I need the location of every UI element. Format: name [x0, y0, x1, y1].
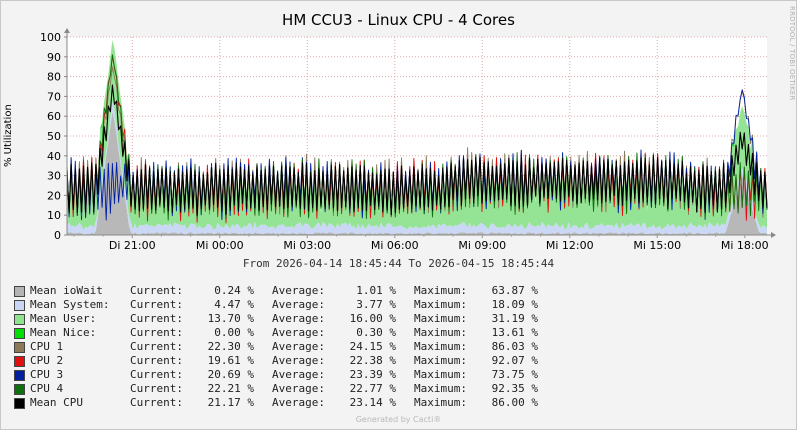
legend-current-label: Current:: [130, 396, 183, 409]
legend-average-value: 23.39 %: [349, 368, 396, 381]
x-tick-label: Mi 18:00: [721, 239, 769, 252]
legend-series-name: CPU 1: [30, 340, 64, 353]
legend-average-label: Average:: [272, 298, 325, 311]
legend-average-value: 22.38 %: [349, 354, 396, 367]
legend-current-label: Current:: [130, 354, 183, 367]
legend-maximum-label: Maximum:: [414, 354, 467, 367]
legend-swatch: [14, 342, 25, 353]
legend-maximum-label: Maximum:: [414, 312, 467, 325]
x-tick-label: Mi 12:00: [546, 239, 594, 252]
legend-average-label: Average:: [272, 382, 325, 395]
legend-current-value: 22.21 %: [207, 382, 254, 395]
legend-maximum-label: Maximum:: [414, 396, 467, 409]
legend-current-value: 19.61 %: [207, 354, 254, 367]
legend-current-value: 20.69 %: [207, 368, 254, 381]
legend-average-value: 16.00 %: [349, 312, 396, 325]
legend-current-label: Current:: [130, 326, 183, 339]
y-tick-label: 80: [47, 71, 61, 84]
legend-average-value: 1.01 %: [356, 284, 396, 297]
legend-maximum-label: Maximum:: [414, 340, 467, 353]
legend-maximum-value: 86.03 %: [491, 340, 538, 353]
legend-swatch: [14, 300, 25, 311]
legend-series-name: Mean Nice:: [30, 326, 97, 339]
legend-current-label: Current:: [130, 340, 183, 353]
legend-swatch: [14, 384, 25, 395]
legend-swatch: [14, 314, 25, 325]
legend-maximum-value: 13.61 %: [491, 326, 538, 339]
legend-average-label: Average:: [272, 396, 325, 409]
legend-average-label: Average:: [272, 340, 325, 353]
legend-series-name: Mean CPU: [30, 396, 83, 409]
legend-series-name: CPU 4: [30, 382, 64, 395]
chart-title: HM CCU3 - Linux CPU - 4 Cores: [282, 11, 515, 29]
legend-maximum-label: Maximum:: [414, 298, 467, 311]
legend-average-label: Average:: [272, 368, 325, 381]
legend-maximum-value: 18.09 %: [491, 298, 538, 311]
generated-by-footer: Generated by Cacti®: [355, 415, 442, 424]
legend-maximum-label: Maximum:: [414, 284, 467, 297]
y-tick-label: 20: [47, 189, 61, 202]
legend-maximum-label: Maximum:: [414, 368, 467, 381]
rrdtool-credit: RRDTOOL / TOBI OETIKER: [788, 6, 796, 101]
legend-maximum-value: 73.75 %: [491, 368, 538, 381]
line-mean-cpu: [66, 84, 768, 217]
legend-average-label: Average:: [272, 312, 325, 325]
legend-maximum-value: 92.07 %: [491, 354, 538, 367]
x-tick-label: Mi 06:00: [371, 239, 419, 252]
legend-maximum-label: Maximum:: [414, 326, 467, 339]
legend-series-name: Mean User:: [30, 312, 97, 325]
legend-maximum-label: Maximum:: [414, 382, 467, 395]
cpu-chart: 0 10 20 30 40 50 60 70 80 90 100 Di 21:00 Mi 00:00 Mi…: [40, 28, 776, 252]
legend-current-value: 21.17 %: [207, 396, 254, 409]
legend-swatch: [14, 370, 25, 381]
y-tick-label: 30: [47, 170, 61, 183]
y-tick-label: 60: [47, 110, 61, 123]
legend-current-value: 0.00 %: [214, 326, 254, 339]
x-tick-label: Mi 03:00: [283, 239, 331, 252]
legend-current-value: 13.70 %: [207, 312, 254, 325]
legend-swatch: [14, 328, 25, 339]
legend-series-name: CPU 3: [30, 368, 64, 381]
legend-series-name: Mean System:: [30, 298, 110, 311]
legend-average-label: Average:: [272, 326, 325, 339]
legend-maximum-value: 63.87 %: [491, 284, 538, 297]
legend-maximum-value: 31.19 %: [491, 312, 538, 325]
y-tick-label: 40: [47, 150, 61, 163]
legend-series-name: CPU 2: [30, 354, 64, 367]
legend-swatch: [14, 398, 25, 409]
legend-current-label: Current:: [130, 298, 183, 311]
legend-average-label: Average:: [272, 284, 325, 297]
legend-swatch: [14, 286, 25, 297]
y-tick-label: 0: [54, 229, 61, 242]
legend-current-value: 4.47 %: [214, 298, 254, 311]
legend-series-name: Mean ioWait: [30, 284, 103, 297]
legend-average-value: 24.15 %: [349, 340, 396, 353]
legend-maximum-value: 86.00 %: [491, 396, 538, 409]
legend-current-label: Current:: [130, 284, 183, 297]
legend-average-value: 3.77 %: [356, 298, 396, 311]
legend-current-label: Current:: [130, 312, 183, 325]
legend-average-label: Average:: [272, 354, 325, 367]
x-tick-label: Di 21:00: [109, 239, 156, 252]
y-tick-label: 10: [47, 209, 61, 222]
legend-average-value: 22.77 %: [349, 382, 396, 395]
legend-current-label: Current:: [130, 368, 183, 381]
x-tick-label: Mi 15:00: [633, 239, 681, 252]
x-tick-label: Mi 09:00: [458, 239, 506, 252]
x-tick-label: Mi 00:00: [196, 239, 244, 252]
legend-average-value: 0.30 %: [356, 326, 396, 339]
y-tick-label: 50: [47, 130, 61, 143]
time-range-label: From 2026-04-14 18:45:44 To 2026-04-15 1…: [242, 257, 555, 270]
legend-average-value: 23.14 %: [349, 396, 396, 409]
y-tick-label: 70: [47, 90, 61, 103]
legend-maximum-value: 92.35 %: [491, 382, 538, 395]
legend-current-value: 0.24 %: [214, 284, 254, 297]
x-axis-arrow: [771, 232, 776, 238]
legend-current-value: 22.30 %: [207, 340, 254, 353]
y-tick-label: 100: [40, 31, 61, 44]
legend-current-label: Current:: [130, 382, 183, 395]
y-axis-arrow: [64, 28, 70, 33]
legend-swatch: [14, 356, 25, 367]
y-tick-label: 90: [47, 51, 61, 64]
